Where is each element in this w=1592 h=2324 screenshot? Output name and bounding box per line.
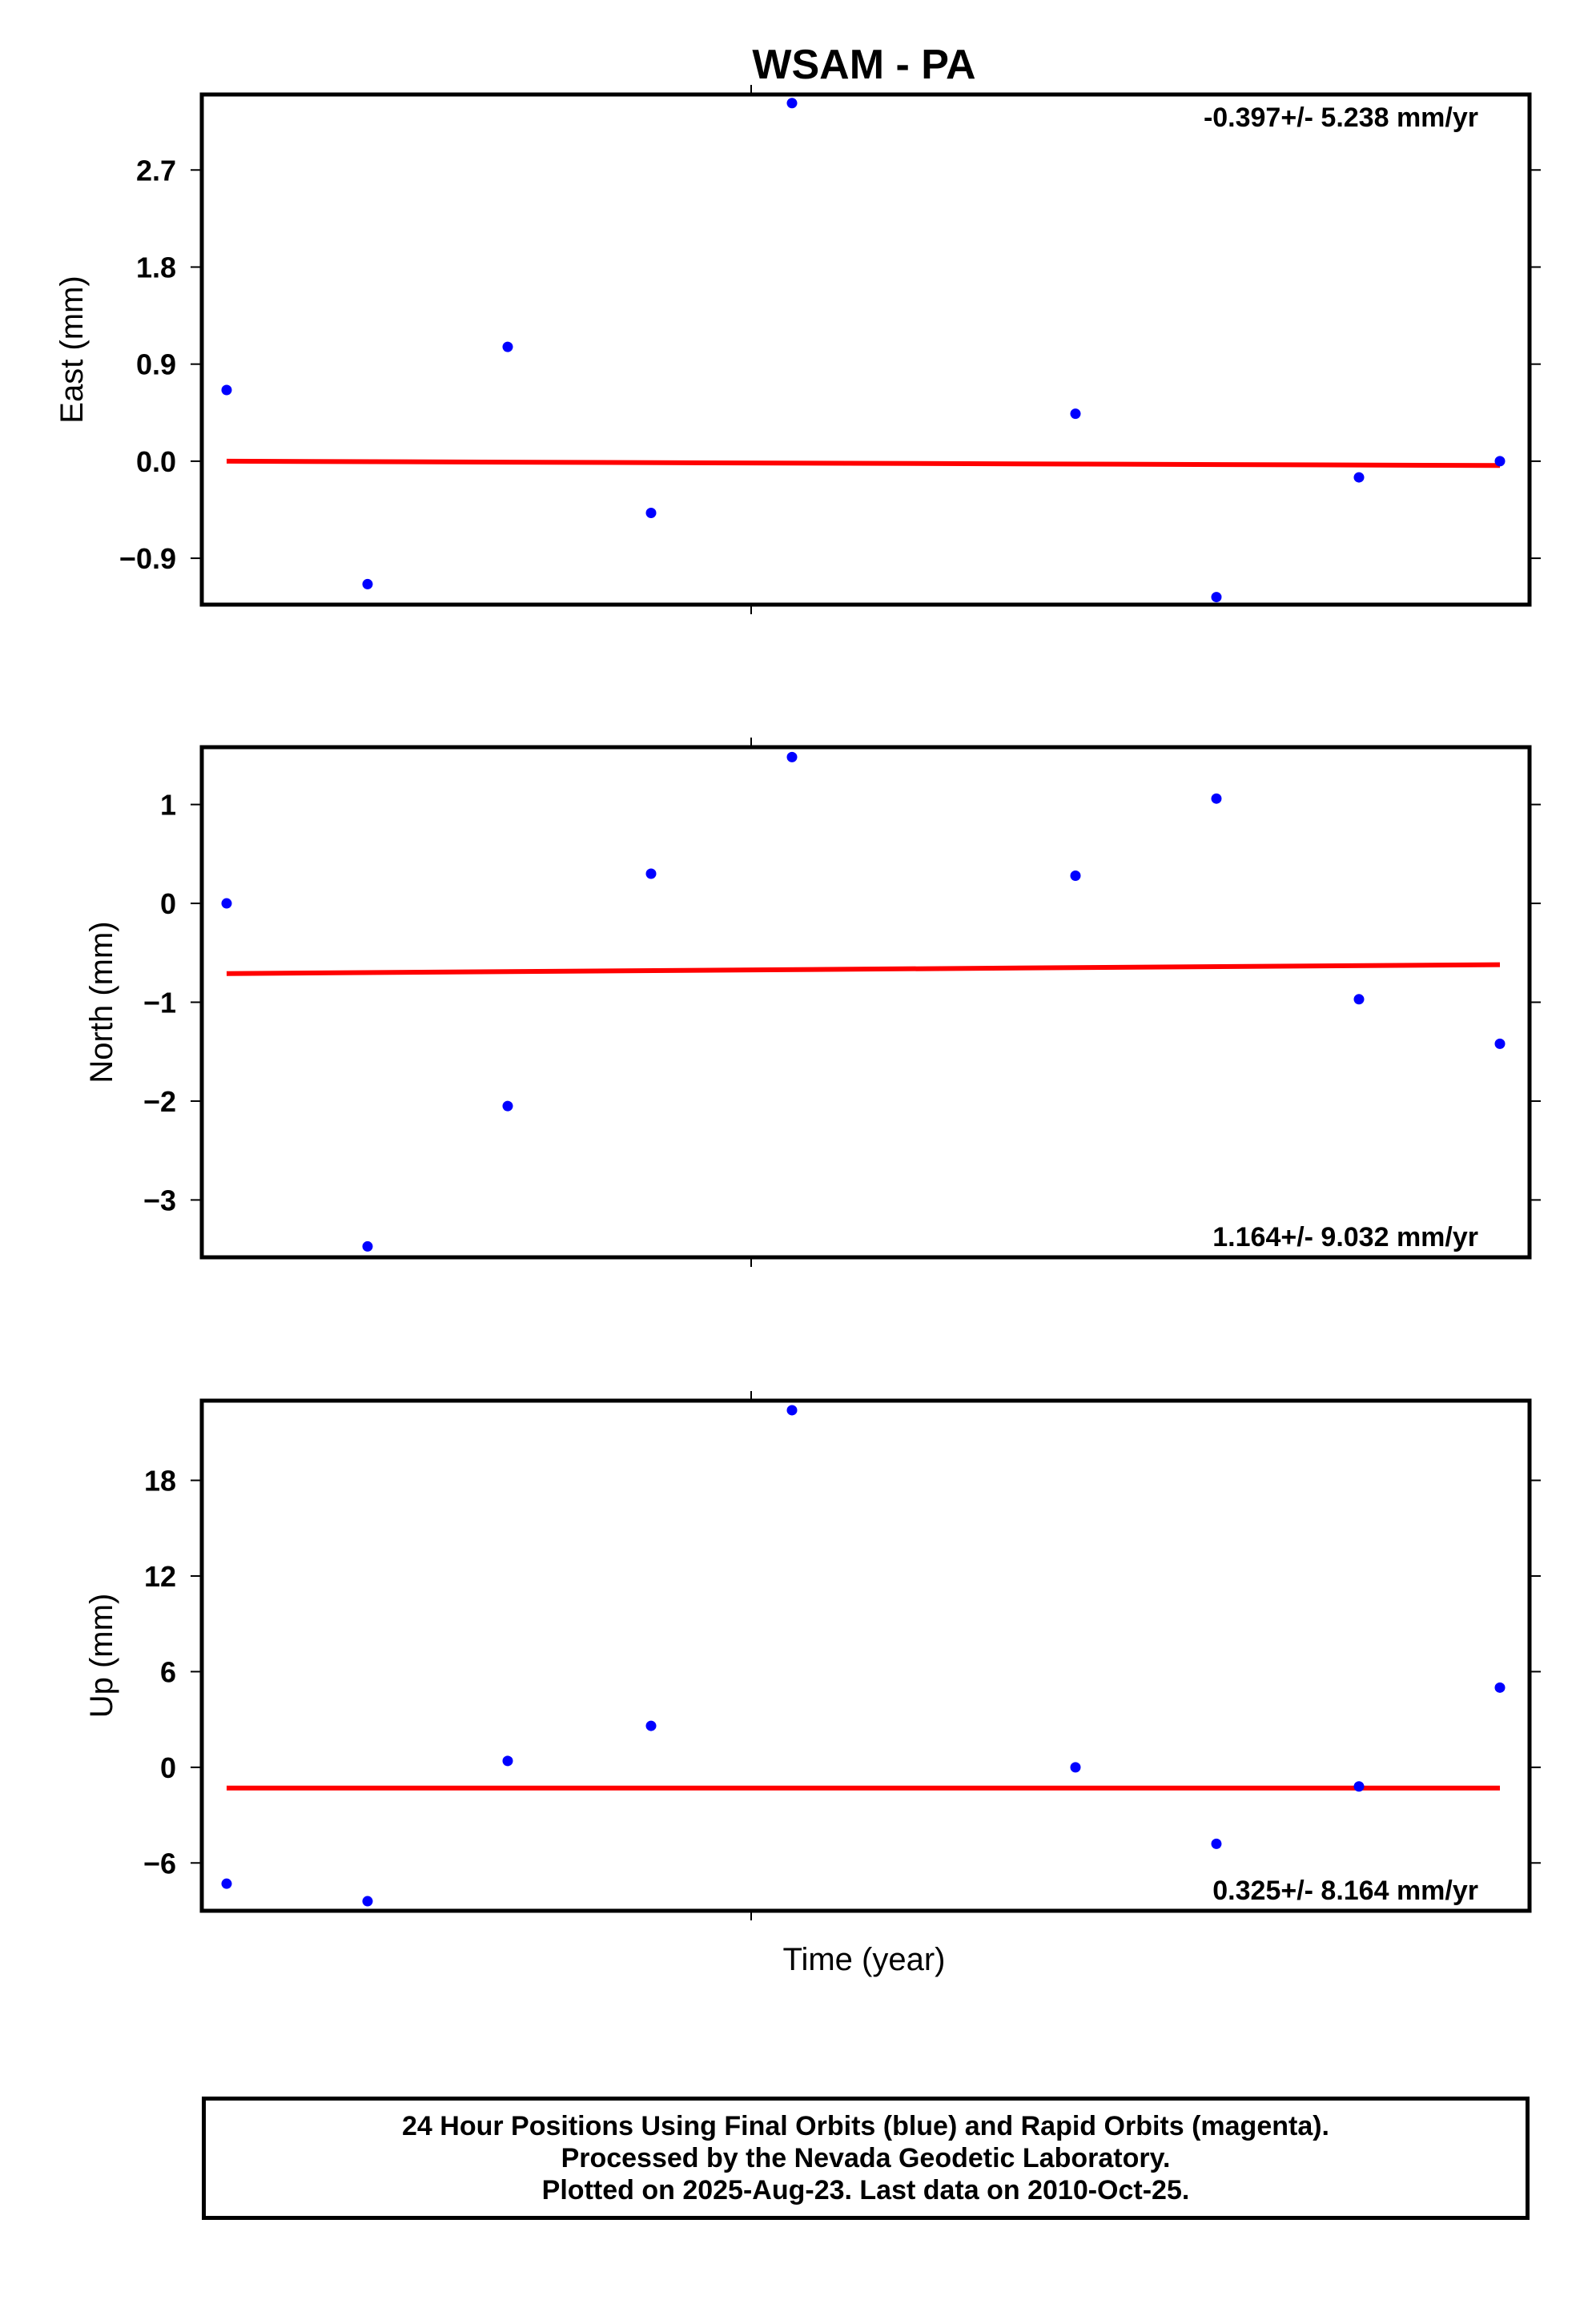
panel-east-ytick-label: 2.7	[136, 154, 176, 187]
panel-up-ytick-label: 12	[144, 1560, 176, 1593]
panel-north-data-point	[1353, 994, 1365, 1005]
panel-up-ytick-label: 0	[160, 1751, 176, 1784]
panel-east-rate-label: -0.397+/- 5.238 mm/yr	[1204, 103, 1478, 133]
panel-up-data-point	[645, 1720, 657, 1731]
panel-north: 1 0 −1 −2 −3 North (mm) 1.164+/- 9.032 mm/yr	[84, 738, 1541, 1267]
panel-north-data-point	[645, 868, 657, 879]
panel-east-data-point	[645, 508, 657, 519]
panel-up-y-axis-label: Up (mm)	[84, 1594, 119, 1719]
panel-north-rate-label: 1.164+/- 9.032 mm/yr	[1212, 1222, 1478, 1252]
panel-north-frame	[199, 745, 1532, 1260]
panel-up-frame	[199, 1398, 1532, 1913]
panel-north-data-point	[1494, 1038, 1506, 1049]
panel-east: 2.7 1.8 0.9 0.0 −0.9 East (mm) -0.397+/- 5.238…	[54, 85, 1541, 614]
panel-north-data-point	[786, 751, 798, 762]
caption-box: 24 Hour Positions Using Final Orbits (bl…	[202, 2097, 1530, 2220]
panel-east-data-point	[362, 578, 373, 589]
panel-east-ytick-label: −0.9	[119, 542, 176, 575]
panel-north-ytick-label: −3	[143, 1184, 176, 1216]
panel-east-y-axis-label: East (mm)	[54, 275, 90, 423]
panel-up-data-point	[1070, 1762, 1081, 1773]
panel-east-ytick-label: 0.9	[136, 348, 176, 381]
panel-east-data-point	[786, 98, 798, 109]
panel-north-data-point	[362, 1240, 373, 1252]
panel-up-data-point	[502, 1755, 513, 1767]
panel-up-ytick-label: −6	[143, 1847, 176, 1880]
panel-north-data-point	[502, 1100, 513, 1112]
panel-east-data-point	[1070, 408, 1081, 420]
panel-north-ytick-label: 1	[160, 789, 176, 822]
panel-up-data-point	[221, 1878, 232, 1889]
panel-east-ytick-label: 0.0	[136, 445, 176, 478]
panel-east-frame	[199, 92, 1532, 607]
panel-up-data-point	[1353, 1781, 1365, 1792]
panel-up-ytick-label: 18	[144, 1465, 176, 1498]
panel-east-trend-line	[226, 458, 1501, 468]
panel-east-ytick-label: 1.8	[136, 251, 176, 283]
panel-up-ytick-label: 6	[160, 1655, 176, 1688]
panel-up: 18 12 6 0 −6 Up (mm) 0.325+/- 8.164 mm/yr	[84, 1391, 1541, 1920]
panel-east-data-point	[221, 384, 232, 396]
panel-up-data-point	[1494, 1682, 1506, 1693]
panel-east-data-point	[502, 341, 513, 352]
caption-line-plotted-on: Plotted on 2025-Aug-23. Last data on 201…	[541, 2175, 1190, 2205]
panels: 2.7 1.8 0.9 0.0 −0.9 East (mm) -0.397+/- 5.238…	[54, 85, 1541, 1920]
panel-north-ytick-label: 0	[160, 887, 176, 920]
panel-up-rate-label: 0.325+/- 8.164 mm/yr	[1212, 1876, 1478, 1906]
chart-title: WSAM - PA	[752, 42, 975, 88]
panel-north-ytick-label: −1	[143, 987, 176, 1019]
panel-up-data-point	[362, 1896, 373, 1907]
panel-east-data-point	[1353, 472, 1365, 483]
x-axis-label: Time (year)	[783, 1942, 946, 1977]
panel-up-data-point	[786, 1405, 798, 1416]
panel-east-data-point	[1211, 592, 1222, 603]
panel-north-ytick-label: −2	[143, 1085, 176, 1118]
panel-up-data-point	[1211, 1838, 1222, 1849]
caption-line-orbits: 24 Hour Positions Using Final Orbits (bl…	[402, 2111, 1329, 2141]
panel-north-trend-line	[226, 962, 1501, 976]
panel-north-data-point	[221, 898, 232, 909]
panel-north-y-axis-label: North (mm)	[84, 921, 119, 1083]
panel-north-data-point	[1070, 870, 1081, 881]
panel-north-data-point	[1211, 793, 1222, 804]
panel-east-data-point	[1494, 456, 1506, 467]
caption-line-processed-by: Processed by the Nevada Geodetic Laborat…	[561, 2143, 1171, 2173]
